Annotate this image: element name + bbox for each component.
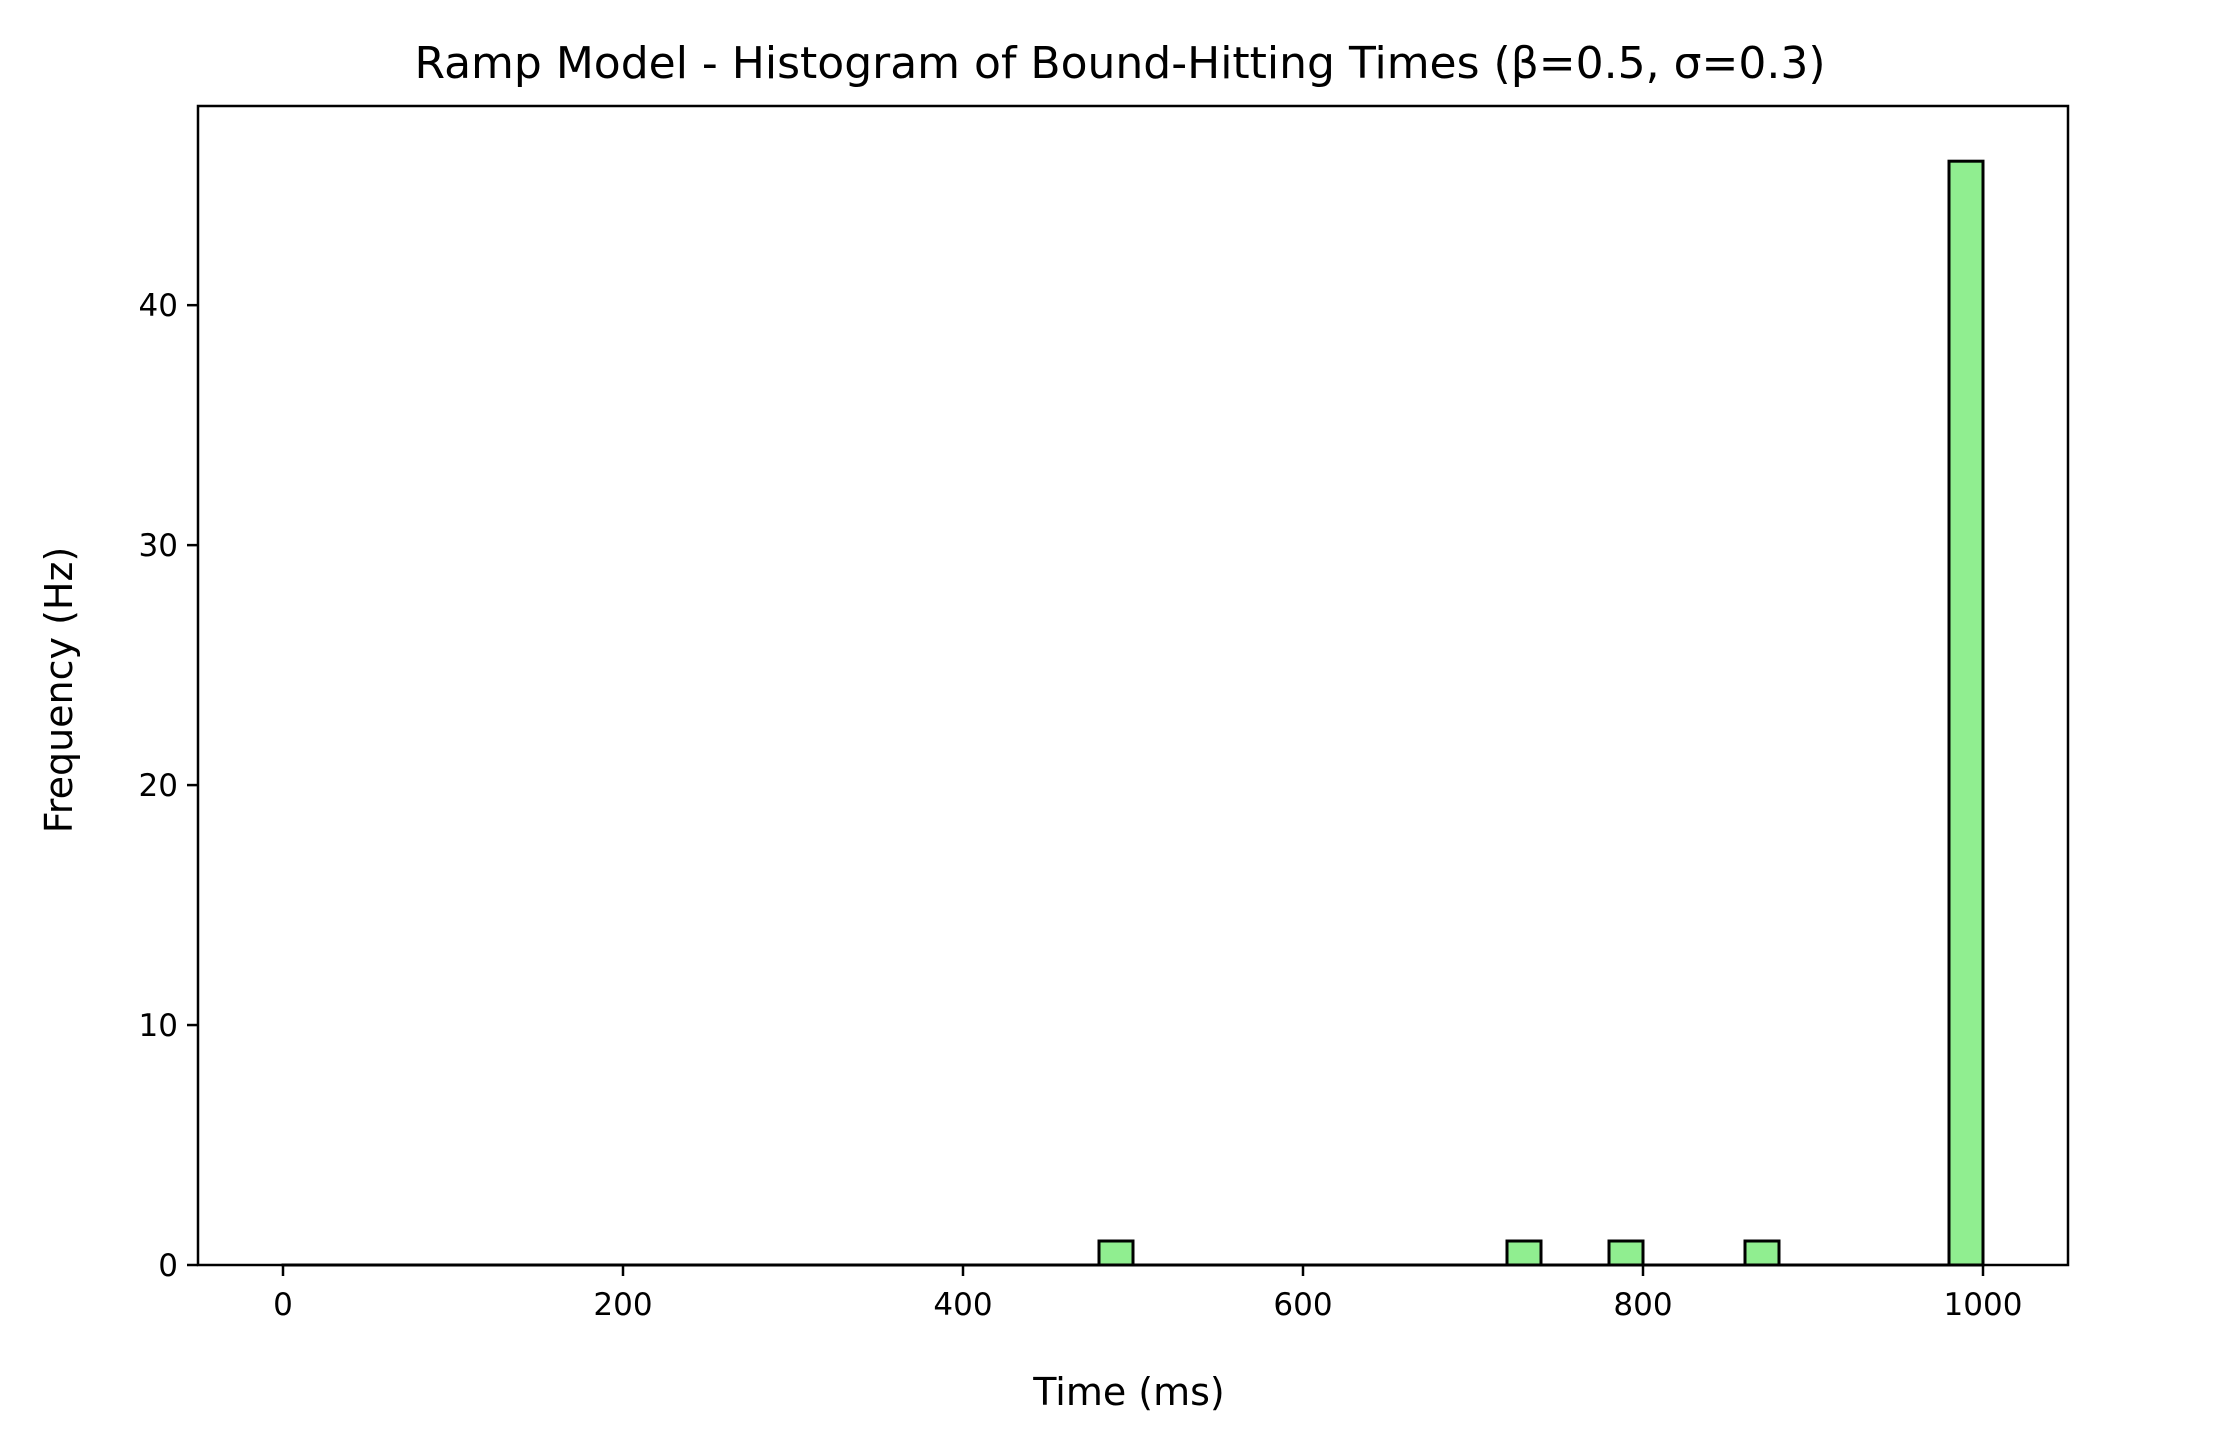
histogram-bars (281, 159, 1985, 1267)
histogram-bar (1097, 1239, 1135, 1267)
plot-frame (196, 104, 2070, 1267)
y-tick-label: 20 (139, 768, 178, 804)
x-tick-label: 1000 (1944, 1287, 2023, 1323)
y-axis-ticks: 0 10 20 30 40 (139, 288, 198, 1284)
y-tick-label: 30 (139, 528, 178, 564)
y-tick-label: 10 (139, 1008, 178, 1044)
x-tick-label: 800 (1613, 1287, 1672, 1323)
y-tick-label: 40 (139, 288, 178, 324)
histogram-bar (1607, 1239, 1645, 1267)
x-axis-label: Time (ms) (1032, 1370, 1225, 1414)
histogram-bar (1505, 1239, 1543, 1267)
chart-title: Ramp Model - Histogram of Bound-Hitting … (414, 38, 1825, 89)
x-tick-label: 600 (1273, 1287, 1332, 1323)
y-tick-label: 0 (158, 1248, 178, 1284)
y-axis-label: Frequency (Hz) (37, 547, 81, 834)
x-tick-label: 200 (593, 1287, 652, 1323)
histogram-bar (1947, 159, 1985, 1267)
x-tick-label: 400 (933, 1287, 992, 1323)
x-tick-label: 0 (273, 1287, 293, 1323)
x-axis-ticks: 0 200 400 600 800 1000 (273, 1265, 2022, 1323)
histogram-bar (1743, 1239, 1781, 1267)
